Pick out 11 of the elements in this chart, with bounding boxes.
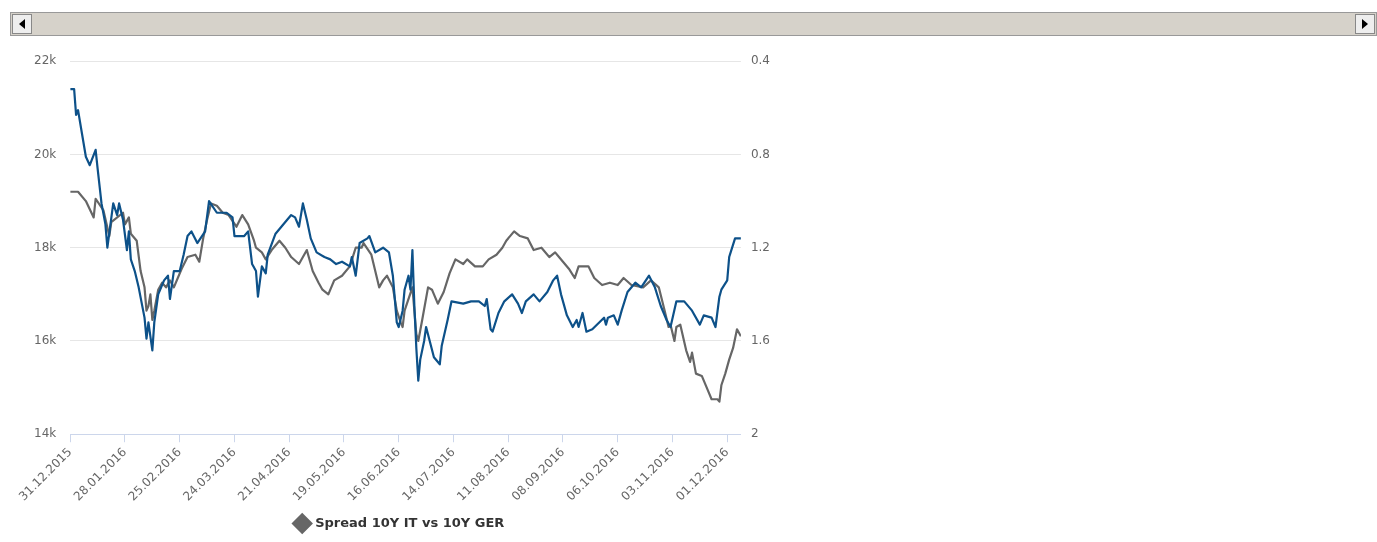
y-tick-label: 18k	[34, 239, 57, 254]
y-tick-label: 16k	[34, 333, 57, 348]
y-tick-label: 22k	[34, 53, 57, 68]
y2-tick-label: 1.2	[750, 239, 771, 254]
y2-tick-label: 2	[750, 426, 759, 441]
y2-tick-label: 0.8	[750, 146, 771, 161]
legend-label: Spread 10Y IT vs 10Y GER	[315, 514, 505, 530]
y2-tick-label: 0.4	[750, 53, 771, 68]
y-tick-label: 14k	[34, 426, 57, 441]
y2-tick-label: 1.6	[750, 333, 771, 348]
y-tick-label: 20k	[34, 146, 57, 161]
